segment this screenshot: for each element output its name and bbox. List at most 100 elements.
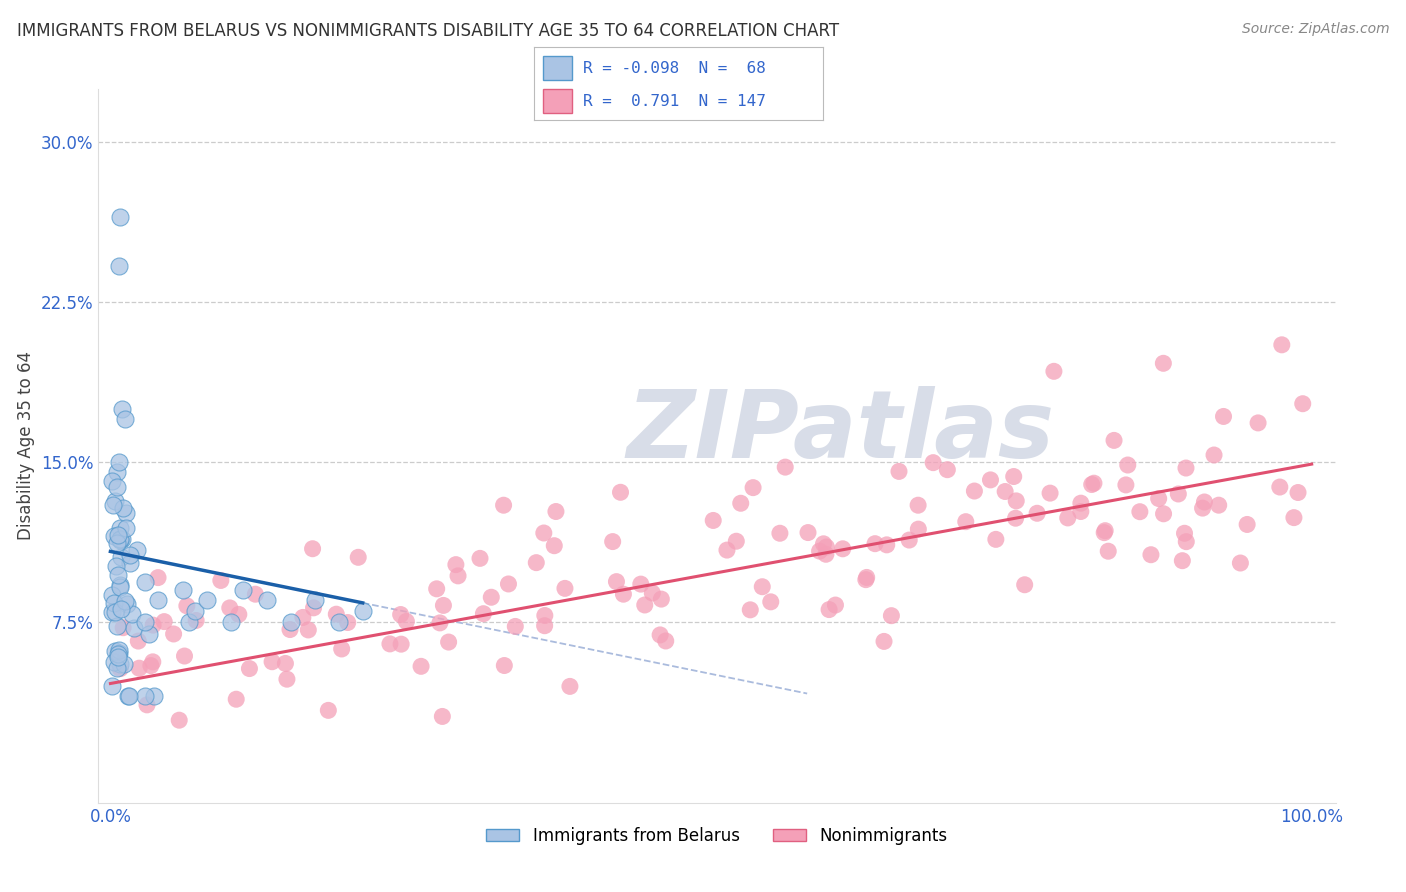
Point (650, 628, 672, 642)
Point (347, 550, 370, 565)
Point (907, 498, 929, 512)
Point (634, 598, 657, 612)
Point (612, 587, 634, 601)
Point (256, 593, 278, 607)
Point (1026, 506, 1049, 520)
Point (110, 662, 132, 676)
Point (498, 577, 520, 591)
Point (468, 551, 491, 566)
Point (716, 543, 738, 558)
Point (813, 537, 835, 551)
Point (107, 649, 129, 664)
Point (280, 615, 302, 629)
Point (702, 513, 724, 527)
Point (173, 648, 195, 663)
Point (1152, 356, 1174, 370)
Point (125, 543, 148, 558)
Point (773, 460, 796, 475)
Point (136, 698, 159, 712)
Point (1056, 511, 1078, 525)
Point (1236, 517, 1258, 532)
Point (100, 589, 122, 603)
Point (325, 607, 347, 622)
Point (1043, 364, 1066, 378)
Point (797, 525, 820, 540)
Point (177, 615, 200, 629)
Point (1286, 485, 1309, 500)
Y-axis label: Disability Age 35 to 64: Disability Age 35 to 64 (17, 351, 35, 541)
Point (172, 582, 194, 597)
Point (855, 573, 877, 587)
Point (115, 506, 138, 520)
Point (389, 637, 412, 651)
Point (533, 618, 555, 632)
Point (112, 621, 135, 635)
Point (108, 455, 131, 469)
Point (118, 690, 141, 704)
Point (1202, 448, 1225, 462)
Point (304, 593, 326, 607)
Point (352, 604, 374, 618)
Point (1282, 510, 1305, 524)
Point (103, 596, 125, 610)
Point (100, 679, 122, 693)
Text: Source: ZipAtlas.com: Source: ZipAtlas.com (1241, 22, 1389, 37)
Point (409, 659, 432, 673)
Point (1039, 486, 1062, 500)
Point (110, 520, 132, 534)
Point (1212, 409, 1234, 424)
Point (195, 593, 218, 607)
Point (815, 540, 838, 554)
Point (1175, 461, 1198, 475)
Point (389, 607, 412, 622)
Point (1116, 458, 1139, 472)
Point (936, 463, 959, 477)
Point (494, 658, 516, 673)
Point (336, 615, 359, 630)
Point (814, 547, 837, 561)
Point (1070, 504, 1092, 518)
Point (105, 466, 128, 480)
Point (979, 473, 1001, 487)
Point (142, 618, 165, 632)
Point (330, 642, 353, 657)
Point (444, 558, 467, 572)
Point (426, 582, 449, 596)
Point (880, 608, 903, 623)
Point (232, 582, 254, 597)
Point (328, 615, 350, 629)
Point (1005, 494, 1028, 508)
Point (238, 662, 260, 676)
Point (117, 690, 139, 704)
Point (955, 515, 977, 529)
Point (759, 595, 782, 609)
Point (262, 655, 284, 669)
Point (831, 541, 853, 556)
Point (898, 533, 921, 547)
Point (994, 484, 1017, 499)
Point (922, 456, 945, 470)
Point (134, 615, 156, 629)
Point (184, 614, 207, 628)
Point (876, 538, 898, 552)
Point (1115, 478, 1137, 492)
Point (183, 604, 205, 618)
Point (769, 526, 792, 541)
Point (162, 627, 184, 641)
Point (107, 648, 129, 662)
Point (118, 548, 141, 562)
Point (558, 680, 581, 694)
Point (112, 657, 135, 671)
Point (134, 690, 156, 704)
Point (302, 600, 325, 615)
Point (108, 580, 131, 594)
Point (142, 655, 165, 669)
Point (108, 643, 131, 657)
Point (1268, 480, 1291, 494)
Point (1097, 544, 1119, 558)
Point (479, 591, 502, 605)
Point (395, 615, 418, 629)
Point (297, 623, 319, 637)
Point (105, 661, 128, 675)
Point (824, 598, 846, 612)
